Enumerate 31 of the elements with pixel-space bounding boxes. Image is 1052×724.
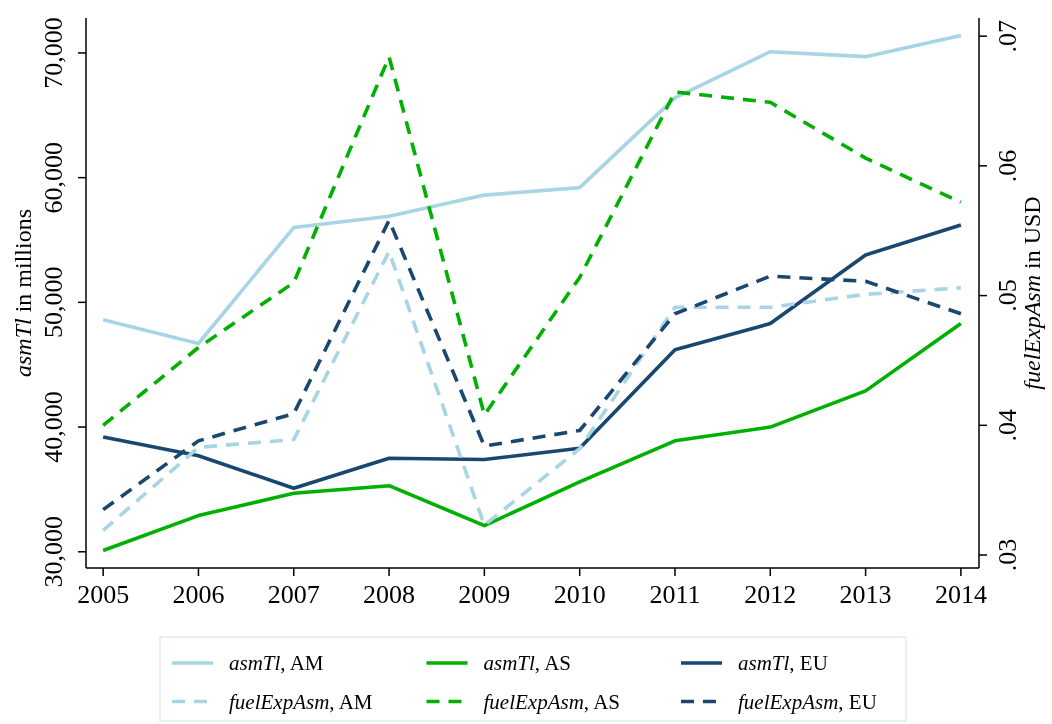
x-tick-label: 2005 [77, 580, 130, 609]
y2-tick-label: .06 [993, 149, 1022, 183]
y-tick-label: 40,000 [39, 391, 68, 463]
x-tick-label: 2010 [553, 580, 606, 609]
x-tick-label: 2014 [934, 580, 987, 609]
legend-label: asmTl, AM [229, 651, 324, 675]
y2-tick-label: .07 [993, 19, 1022, 53]
y-axis-title: asmTl in millions [10, 208, 36, 378]
legend-label: asmTl, EU [738, 651, 828, 675]
y2-tick-label: .04 [993, 409, 1022, 442]
line-series [101, 321, 963, 553]
x-tick-label: 2009 [458, 580, 511, 609]
x-tick-label: 2013 [839, 580, 892, 609]
y-tick-label: 70,000 [39, 17, 68, 89]
y-tick-label: 30,000 [39, 516, 68, 588]
legend-label: asmTl, AS [483, 651, 572, 675]
line-series [101, 55, 963, 428]
y-tick-label: 60,000 [39, 141, 68, 214]
x-tick-label: 2008 [363, 580, 416, 609]
legend-label: fuelExpAsm, AM [229, 689, 373, 714]
y2-tick-label: .03 [993, 538, 1022, 572]
y2-axis-title: fuelExpAsm in USD [1019, 196, 1045, 390]
legend-label: fuelExpAsm, AS [483, 689, 620, 714]
line-series [101, 33, 963, 346]
x-tick-label: 2006 [172, 580, 225, 609]
y2-tick-label: .05 [993, 279, 1022, 312]
x-tick-label: 2011 [649, 580, 701, 609]
y-tick-label: 50,000 [39, 266, 68, 339]
x-tick-label: 2007 [267, 580, 320, 609]
x-tick-label: 2012 [744, 580, 797, 609]
legend-label: fuelExpAsm, EU [738, 689, 877, 714]
